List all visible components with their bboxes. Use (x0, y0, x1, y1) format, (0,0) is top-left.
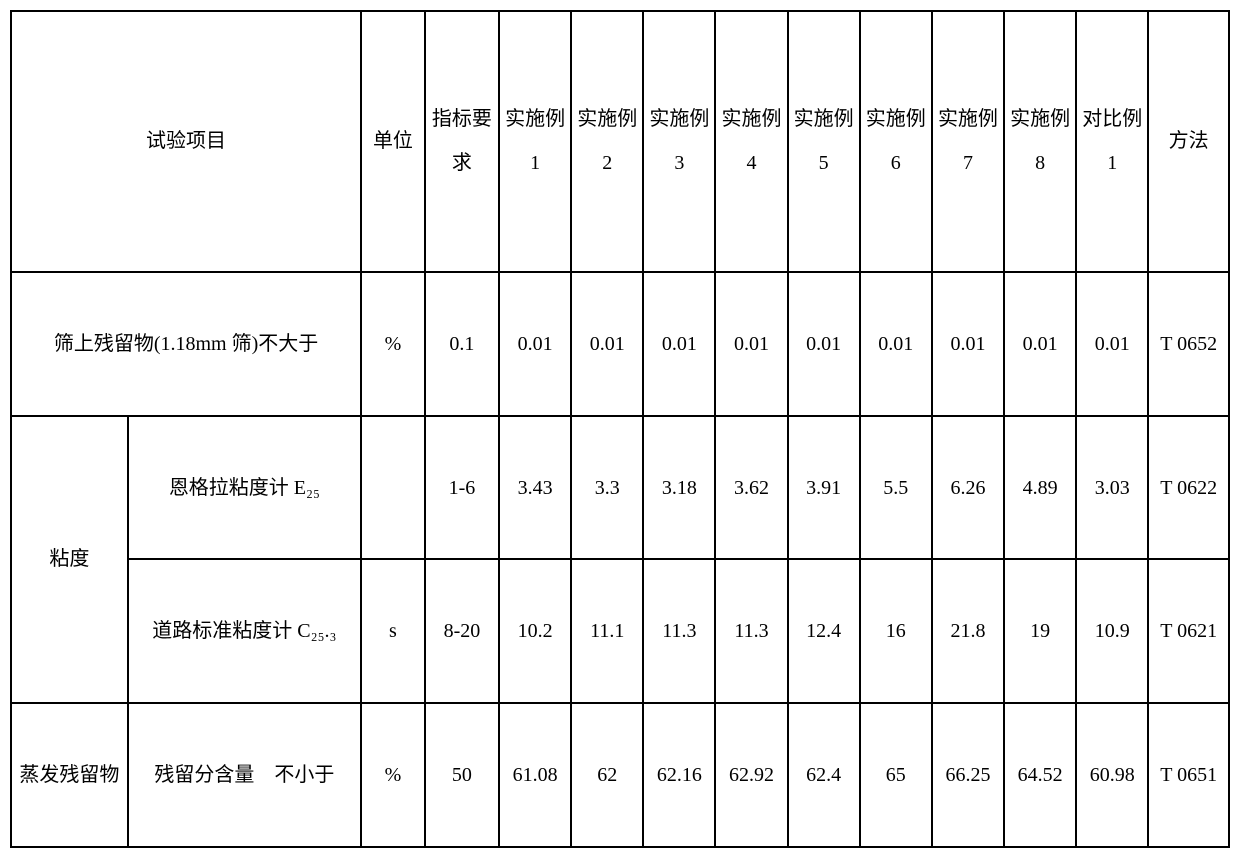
cell-value: 10.9 (1076, 559, 1148, 703)
cell-method: T 0622 (1148, 416, 1229, 560)
cell-value: 4.89 (1004, 416, 1076, 560)
cell-req: 1-6 (425, 416, 499, 560)
header-method: 方法 (1148, 11, 1229, 272)
data-table-container: 试验项目 单位 指标要求 实施例1 实施例2 实施例3 实施例4 实施例5 实施… (0, 0, 1240, 858)
cell-value: 11.3 (643, 559, 715, 703)
header-item: 试验项目 (11, 11, 361, 272)
cell-unit: % (361, 703, 425, 847)
data-table: 试验项目 单位 指标要求 实施例1 实施例2 实施例3 实施例4 实施例5 实施… (10, 10, 1230, 848)
cell-value: 0.01 (643, 272, 715, 416)
cell-value: 0.01 (932, 272, 1004, 416)
cell-value: 60.98 (1076, 703, 1148, 847)
cell-value: 62.92 (715, 703, 787, 847)
cell-unit (361, 416, 425, 560)
cell-value: 62.16 (643, 703, 715, 847)
cell-method: T 0651 (1148, 703, 1229, 847)
header-ex7: 实施例7 (932, 11, 1004, 272)
cell-value: 10.2 (499, 559, 571, 703)
cell-value: 0.01 (860, 272, 932, 416)
cell-unit: % (361, 272, 425, 416)
cell-value: 3.3 (571, 416, 643, 560)
cell-value: 5.5 (860, 416, 932, 560)
cell-value: 3.03 (1076, 416, 1148, 560)
cell-value: 62 (571, 703, 643, 847)
cell-value: 0.01 (499, 272, 571, 416)
cell-req: 50 (425, 703, 499, 847)
cell-value: 64.52 (1004, 703, 1076, 847)
cell-req: 8-20 (425, 559, 499, 703)
header-ex4: 实施例4 (715, 11, 787, 272)
table-row: 筛上残留物(1.18mm 筛)不大于 % 0.1 0.01 0.01 0.01 … (11, 272, 1229, 416)
cell-value: 12.4 (788, 559, 860, 703)
cell-value: 62.4 (788, 703, 860, 847)
header-ex6: 实施例6 (860, 11, 932, 272)
table-row: 粘度 恩格拉粘度计 E₂₅ 1-6 3.43 3.3 3.18 3.62 3.9… (11, 416, 1229, 560)
cell-value: 0.01 (1076, 272, 1148, 416)
row-label-road: 道路标准粘度计 C₂₅.₃ (128, 559, 361, 703)
cell-unit: s (361, 559, 425, 703)
cell-value: 3.43 (499, 416, 571, 560)
row-group-evap: 蒸发残留物 (11, 703, 128, 847)
cell-req: 0.1 (425, 272, 499, 416)
cell-value: 21.8 (932, 559, 1004, 703)
cell-method: T 0621 (1148, 559, 1229, 703)
table-row: 试验项目 单位 指标要求 实施例1 实施例2 实施例3 实施例4 实施例5 实施… (11, 11, 1229, 272)
cell-value: 3.91 (788, 416, 860, 560)
cell-value: 3.18 (643, 416, 715, 560)
row-group-viscosity: 粘度 (11, 416, 128, 704)
header-ex8: 实施例8 (1004, 11, 1076, 272)
row-label-sieve: 筛上残留物(1.18mm 筛)不大于 (11, 272, 361, 416)
cell-value: 0.01 (1004, 272, 1076, 416)
header-ex3: 实施例3 (643, 11, 715, 272)
header-ex2: 实施例2 (571, 11, 643, 272)
cell-value: 6.26 (932, 416, 1004, 560)
header-req: 指标要求 (425, 11, 499, 272)
cell-value: 61.08 (499, 703, 571, 847)
cell-method: T 0652 (1148, 272, 1229, 416)
cell-value: 19 (1004, 559, 1076, 703)
cell-value: 0.01 (715, 272, 787, 416)
header-unit: 单位 (361, 11, 425, 272)
row-label-engler: 恩格拉粘度计 E₂₅ (128, 416, 361, 560)
cell-value: 0.01 (571, 272, 643, 416)
row-label-residue: 残留分含量 不小于 (128, 703, 361, 847)
cell-value: 11.1 (571, 559, 643, 703)
cell-value: 0.01 (788, 272, 860, 416)
cell-value: 65 (860, 703, 932, 847)
header-cmp1: 对比例1 (1076, 11, 1148, 272)
cell-value: 66.25 (932, 703, 1004, 847)
table-row: 道路标准粘度计 C₂₅.₃ s 8-20 10.2 11.1 11.3 11.3… (11, 559, 1229, 703)
cell-value: 3.62 (715, 416, 787, 560)
header-ex5: 实施例5 (788, 11, 860, 272)
table-row: 蒸发残留物 残留分含量 不小于 % 50 61.08 62 62.16 62.9… (11, 703, 1229, 847)
cell-value: 11.3 (715, 559, 787, 703)
header-ex1: 实施例1 (499, 11, 571, 272)
cell-value: 16 (860, 559, 932, 703)
